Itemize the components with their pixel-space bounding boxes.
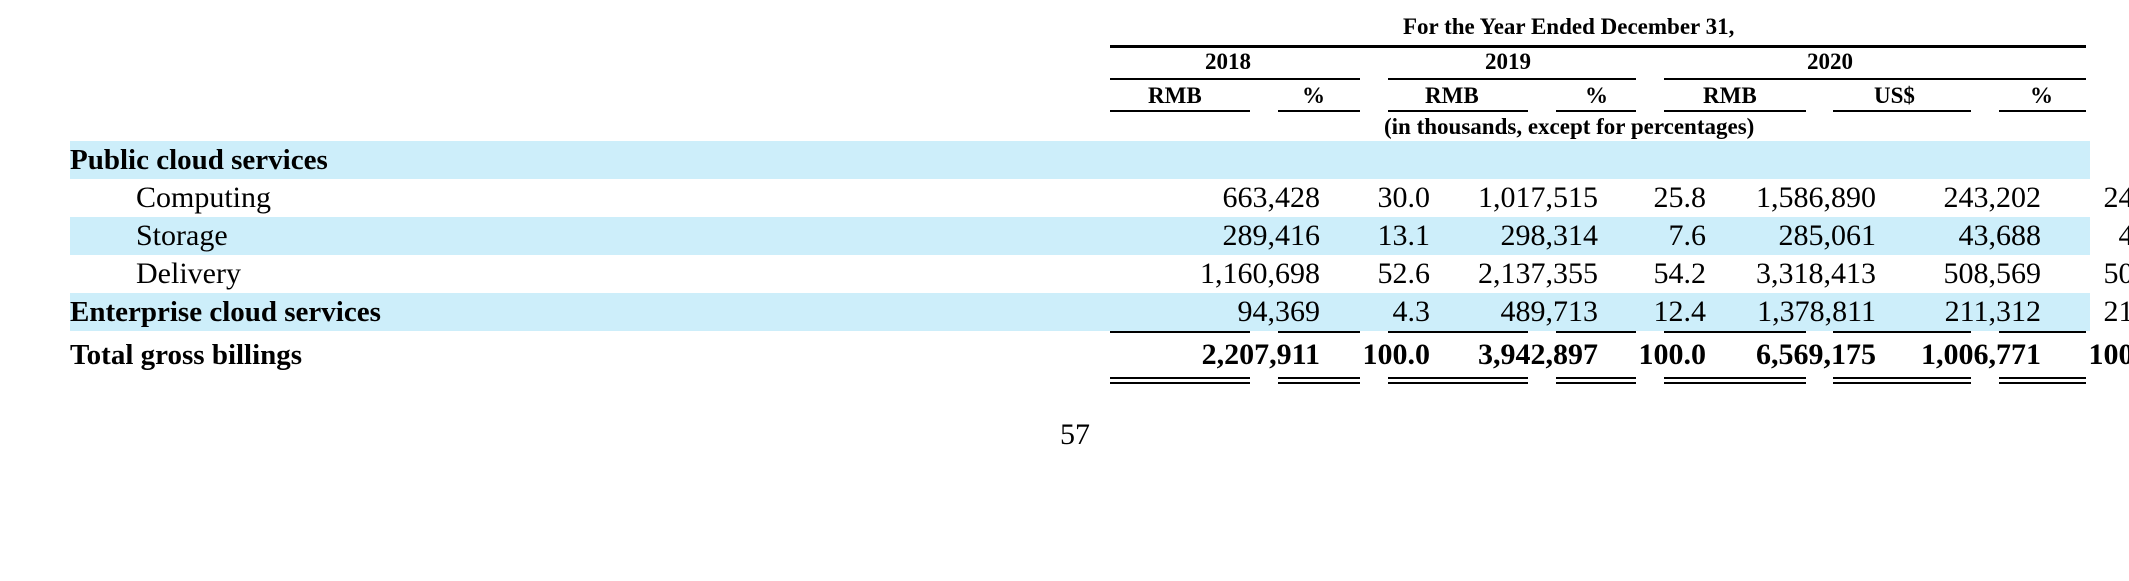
- year-2020-rule: [1664, 78, 2086, 80]
- cell-2020-rmb: 285,061: [1778, 219, 1877, 252]
- cell-2018-pct: 13.1: [1377, 219, 1431, 252]
- period-title: For the Year Ended December 31,: [1403, 14, 1735, 39]
- period-rule: [1110, 45, 2086, 48]
- cell-2020-pct: 24.2: [2103, 181, 2129, 214]
- table-row: Delivery 1,160,698 52.6 2,137,355 54.2 3…: [70, 255, 2129, 293]
- year-2019-rule: [1388, 78, 1636, 80]
- row-label: Storage: [136, 219, 228, 252]
- cell-2020-usd: 1,006,771: [1921, 338, 2041, 371]
- cell-2020-usd: 211,312: [1944, 295, 2041, 328]
- table-row: Storage 289,416 13.1 298,314 7.6 285,061…: [70, 217, 2129, 255]
- col-header-2018-rmb: RMB: [1148, 83, 1202, 108]
- cell-2018-pct: 30.0: [1377, 181, 1431, 214]
- col-rule-2020-pct: [1999, 110, 2086, 112]
- cell-2019-rmb: 3,942,897: [1478, 338, 1598, 371]
- cell-2020-pct: 50.5: [2103, 257, 2129, 290]
- col-rule-2018-pct: [1278, 110, 1360, 112]
- cell-2018-rmb: 2,207,911: [1201, 338, 1320, 371]
- total-rule-2020-rmb: [1664, 377, 1806, 384]
- cell-2018-pct: 100.0: [1362, 338, 1431, 371]
- table-row: Total gross billings 2,207,911 100.0 3,9…: [70, 336, 2129, 374]
- cell-2020-rmb: 1,586,890: [1756, 181, 1876, 214]
- cell-2020-rmb: 1,378,811: [1757, 295, 1876, 328]
- row-label: Total gross billings: [70, 339, 303, 371]
- year-2018: 2018: [1205, 49, 1251, 74]
- cell-2020-usd: 243,202: [1943, 181, 2042, 214]
- cell-2019-rmb: 298,314: [1500, 219, 1599, 252]
- cell-2019-pct: 25.8: [1653, 181, 1707, 214]
- cell-2019-pct: 54.2: [1653, 257, 1707, 290]
- subtotal-rule-2018-pct: [1278, 331, 1360, 333]
- cell-2020-usd: 508,569: [1943, 257, 2042, 290]
- cell-2020-pct: 4.3: [2118, 219, 2129, 252]
- row-label: Delivery: [136, 257, 241, 290]
- cell-2018-rmb: 289,416: [1222, 219, 1321, 252]
- cell-2019-rmb: 2,137,355: [1478, 257, 1598, 290]
- cell-2019-pct: 12.4: [1653, 295, 1707, 328]
- cell-2018-pct: 52.6: [1377, 257, 1431, 290]
- col-header-2018-pct: %: [1302, 83, 1325, 108]
- col-rule-2019-rmb: [1388, 110, 1528, 112]
- cell-2019-rmb: 1,017,515: [1478, 181, 1598, 214]
- year-2018-rule: [1110, 78, 1360, 80]
- col-header-2019-pct: %: [1585, 83, 1608, 108]
- subtotal-rule-2020-pct: [1999, 331, 2086, 333]
- col-rule-2020-rmb: [1664, 110, 1806, 112]
- subtotal-rule-2018-rmb: [1110, 331, 1250, 333]
- year-2019: 2019: [1485, 49, 1531, 74]
- row-label: Public cloud services: [70, 144, 328, 176]
- page-number: 57: [1060, 418, 1090, 451]
- subtotal-rule-2020-rmb: [1664, 331, 1806, 333]
- cell-2018-rmb: 94,369: [1237, 295, 1321, 328]
- cell-2018-rmb: 1,160,698: [1200, 257, 1320, 290]
- cell-2020-pct: 21.0: [2103, 295, 2129, 328]
- cell-2018-rmb: 663,428: [1222, 181, 1321, 214]
- total-rule-2018-rmb: [1110, 377, 1250, 384]
- col-header-2020-usd: US$: [1874, 83, 1915, 108]
- cell-2019-pct: 100.0: [1638, 338, 1707, 371]
- total-rule-2019-pct: [1556, 377, 1636, 384]
- cell-2019-rmb: 489,713: [1500, 295, 1599, 328]
- total-rule-2020-pct: [1999, 377, 2086, 384]
- cell-2020-usd: 43,688: [1958, 219, 2042, 252]
- col-header-2020-rmb: RMB: [1703, 83, 1757, 108]
- col-header-2020-pct: %: [2030, 83, 2053, 108]
- table-row: Computing 663,428 30.0 1,017,515 25.8 1,…: [70, 179, 2129, 217]
- cell-2019-pct: 7.6: [1668, 219, 1707, 252]
- total-rule-2019-rmb: [1388, 377, 1528, 384]
- cell-2020-pct: 100.0: [2088, 338, 2129, 371]
- row-label: Enterprise cloud services: [70, 296, 381, 328]
- table-row: Enterprise cloud services 94,369 4.3 489…: [70, 293, 2129, 331]
- table-row: Public cloud services: [70, 141, 2090, 179]
- subtotal-rule-2020-usd: [1833, 331, 1971, 333]
- subtotal-rule-2019-rmb: [1388, 331, 1528, 333]
- year-2020: 2020: [1807, 49, 1853, 74]
- row-label: Computing: [136, 181, 272, 214]
- total-rule-2020-usd: [1833, 377, 1971, 384]
- col-header-2019-rmb: RMB: [1425, 83, 1479, 108]
- units-note: (in thousands, except for percentages): [1384, 114, 1755, 139]
- cell-2020-rmb: 6,569,175: [1756, 338, 1876, 371]
- total-rule-2018-pct: [1278, 377, 1360, 384]
- col-rule-2018-rmb: [1110, 110, 1250, 112]
- cell-2020-rmb: 3,318,413: [1756, 257, 1876, 290]
- subtotal-rule-2019-pct: [1556, 331, 1636, 333]
- col-rule-2020-usd: [1833, 110, 1971, 112]
- col-rule-2019-pct: [1556, 110, 1636, 112]
- cell-2018-pct: 4.3: [1392, 295, 1431, 328]
